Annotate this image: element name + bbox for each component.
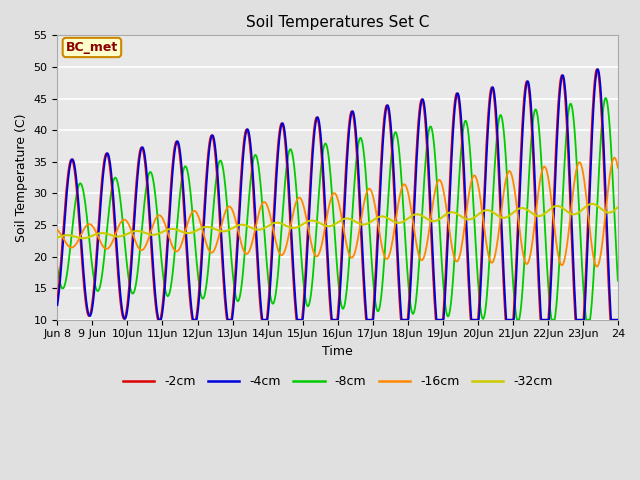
Legend: -2cm, -4cm, -8cm, -16cm, -32cm: -2cm, -4cm, -8cm, -16cm, -32cm — [118, 370, 557, 393]
Y-axis label: Soil Temperature (C): Soil Temperature (C) — [15, 113, 28, 242]
Text: BC_met: BC_met — [66, 41, 118, 54]
Title: Soil Temperatures Set C: Soil Temperatures Set C — [246, 15, 429, 30]
X-axis label: Time: Time — [323, 345, 353, 358]
